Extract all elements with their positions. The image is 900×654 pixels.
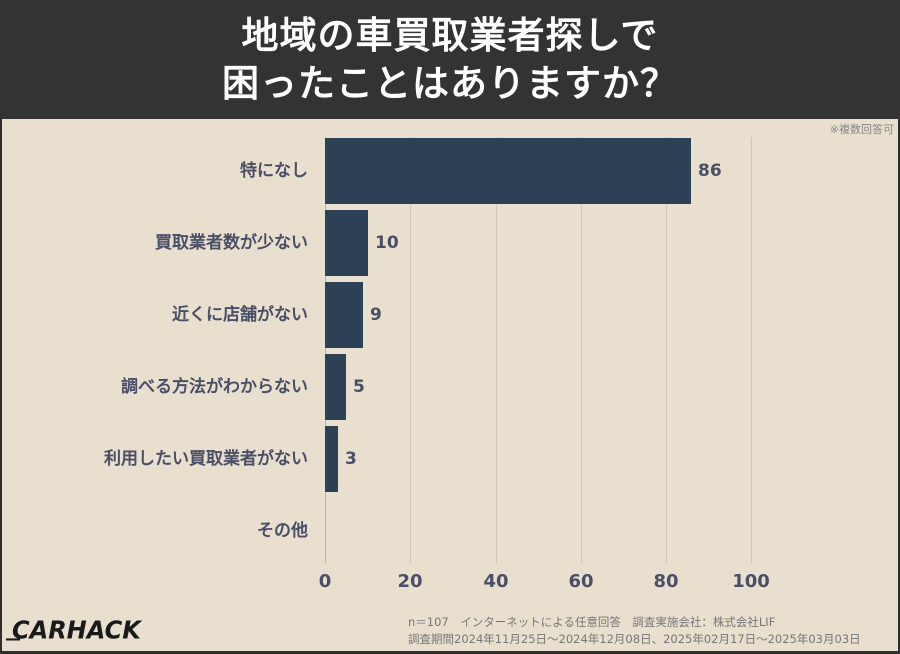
gridline-80 [666, 137, 667, 563]
x-tick-label: 20 [397, 571, 423, 592]
category-label: 利用したい買取業者がない [104, 449, 308, 469]
gridline-20 [410, 137, 411, 563]
multiple-answer-note: ※複数回答可 [829, 123, 894, 136]
x-tick-label: 60 [568, 571, 594, 592]
category-label: その他 [257, 521, 308, 541]
value-label: 10 [375, 233, 399, 253]
x-tick-label: 80 [653, 571, 679, 592]
category-label: 買取業者数が少ない [155, 233, 308, 253]
bar [325, 354, 346, 420]
chart-title-line-2: 困ったことはありますか？ [222, 61, 678, 105]
survey-footer: n＝107 インターネットによる任意回答 調査実施会社：株式会社LIF 調査期間… [408, 614, 861, 648]
y-axis-line [325, 137, 326, 563]
x-tick-label: 40 [483, 571, 509, 592]
bar [325, 426, 338, 492]
gridline-60 [581, 137, 582, 563]
gridline-100 [751, 137, 752, 563]
category-label: 近くに店舗がない [172, 305, 308, 325]
bar [325, 210, 368, 276]
chart-panel: ※複数回答可 特になし 買取業者数が少ない 近くに店舗がない 調べる方法がわから… [2, 119, 898, 651]
chart-title-line-1: 地域の車買取業者探しで [241, 13, 659, 57]
bar [325, 138, 691, 204]
value-label: 3 [345, 449, 357, 469]
carhack-logo: CARHACK [6, 615, 141, 645]
category-label: 特になし [240, 161, 308, 181]
survey-period-line: 調査期間2024年11月25日～2024年12月08日、2025年02月17日～… [408, 632, 861, 646]
value-label: 86 [698, 161, 722, 181]
survey-info-line: n＝107 インターネットによる任意回答 調査実施会社：株式会社LIF [408, 615, 776, 629]
value-label: 5 [353, 377, 365, 397]
chart-title-header: 地域の車買取業者探しで 困ったことはありますか？ [0, 0, 900, 119]
x-tick-label: 100 [732, 571, 770, 592]
value-label: 9 [370, 305, 382, 325]
category-label: 調べる方法がわからない [121, 377, 308, 397]
bar [325, 282, 363, 348]
gridline-40 [496, 137, 497, 563]
x-tick-label: 0 [318, 571, 332, 592]
